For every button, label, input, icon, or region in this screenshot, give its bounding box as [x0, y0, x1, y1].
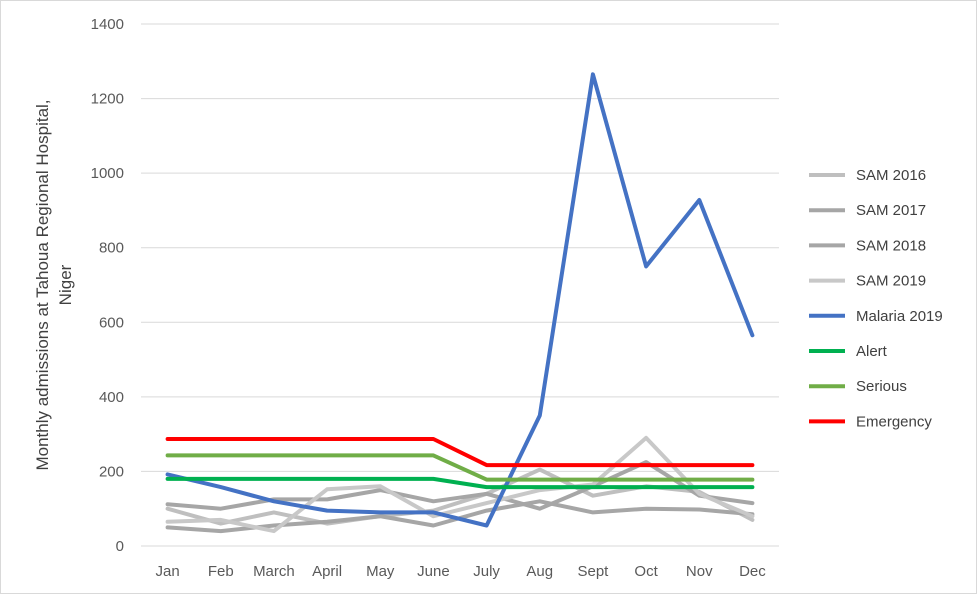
y-tick-label: 400 [99, 389, 124, 406]
legend-label: SAM 2016 [856, 167, 926, 184]
y-tick-label: 1400 [91, 16, 124, 33]
legend-label: Alert [856, 343, 888, 360]
y-axis-title: Monthly admissions at Tahoua Regional Ho… [33, 99, 52, 470]
y-axis-title: Niger [56, 264, 75, 305]
legend-label: SAM 2018 [856, 237, 926, 254]
x-tick-label: Oct [634, 563, 658, 580]
y-tick-label: 1200 [91, 91, 124, 108]
x-tick-label: May [366, 563, 395, 580]
legend-label: SAM 2019 [856, 273, 926, 290]
legend-label: Malaria 2019 [856, 308, 943, 325]
x-tick-label: April [312, 563, 342, 580]
x-tick-label: July [473, 563, 500, 580]
legend-label: SAM 2017 [856, 202, 926, 219]
x-tick-label: Sept [577, 563, 609, 580]
y-tick-label: 1000 [91, 165, 124, 182]
y-tick-label: 0 [116, 538, 124, 555]
y-tick-label: 600 [99, 314, 124, 331]
x-tick-label: Aug [526, 563, 553, 580]
series-line-alert [165, 476, 755, 490]
y-tick-label: 800 [99, 240, 124, 257]
x-tick-label: March [253, 563, 295, 580]
series-line-emergency [165, 437, 755, 468]
x-tick-label: Jan [155, 563, 179, 580]
series-line-sam-2019 [165, 435, 755, 534]
x-tick-label: June [417, 563, 450, 580]
y-tick-label: 200 [99, 463, 124, 480]
series-line-malaria-2019 [165, 72, 755, 528]
x-tick-label: Feb [208, 563, 234, 580]
x-tick-label: Dec [739, 563, 766, 580]
series-line-serious [165, 453, 755, 482]
legend-label: Emergency [856, 413, 932, 430]
legend-label: Serious [856, 378, 907, 395]
x-tick-label: Nov [686, 563, 713, 580]
